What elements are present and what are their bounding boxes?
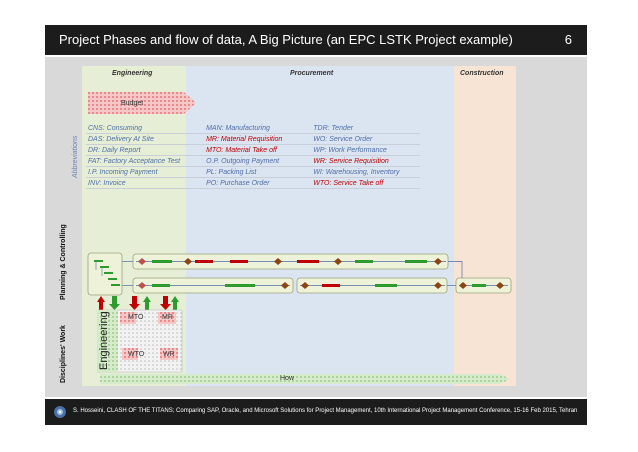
abbreviation-cell: TDR: Tender: [311, 123, 420, 134]
phase-label-engineering: Engineering: [112, 70, 153, 77]
footer: S. Hosseini, CLASH OF THE TITANS; Compar…: [45, 399, 587, 425]
logo-icon: [54, 406, 66, 418]
abbreviation-cell: WR: Service Requisition: [311, 155, 420, 167]
abbreviation-row: INV: Invoice PO: Purchase Order WTO: Servi…: [86, 177, 420, 189]
budget-arrow: [88, 92, 196, 114]
wr-label: WR: [163, 351, 175, 358]
title-bar: Project Phases and flow of data, A Big P…: [45, 25, 587, 55]
budget-label: Budget: [121, 100, 144, 107]
procurement-column: [186, 66, 454, 386]
abbreviation-cell: CNS: Consuming: [86, 123, 205, 134]
connector-lines: [122, 261, 463, 286]
abbreviation-cell: FAT: Factory Acceptance Test: [86, 155, 205, 167]
abbreviation-cell: MR: Material Requisition: [204, 133, 312, 145]
slide-title: Project Phases and flow of data, A Big P…: [59, 32, 513, 47]
abbreviation-row: DAS: Delivery At Site MR: Material Requis…: [86, 133, 420, 145]
abbreviation-cell: DR: Daily Report: [86, 144, 205, 156]
planning-chain-2: [132, 277, 294, 294]
abbreviation-cell: WO: Service Order: [311, 133, 420, 145]
engineering-block-label: Engineering: [98, 311, 110, 370]
mr-label: MR: [162, 314, 173, 321]
wto-label: WTO: [128, 351, 145, 358]
abbreviation-cell: O.P. Outgoing Payment: [204, 155, 312, 167]
abbreviation-cell: I.P. Incoming Payment: [86, 166, 205, 178]
construction-column: [454, 66, 516, 386]
how-label: How: [280, 375, 295, 382]
abbreviation-cell: MTO: Material Take off: [204, 144, 312, 156]
engineering-gantt-block: [87, 252, 123, 296]
how-arrow: [100, 374, 510, 384]
abbreviation-cell: DAS: Delivery At Site: [86, 133, 205, 145]
abbreviation-cell: WP: Work Performance: [311, 144, 420, 156]
abbreviation-row: I.P. Incoming Payment PL: Packing List WI:…: [86, 166, 420, 178]
abbreviation-cell: PL: Packing List: [204, 166, 312, 178]
phase-label-construction: Construction: [460, 70, 504, 77]
page-number: 6: [564, 32, 572, 47]
abbreviation-row: FAT: Factory Acceptance Test O.P. Outgoin…: [86, 155, 420, 167]
footer-citation: S. Hosseini, CLASH OF THE TITANS; Compar…: [73, 408, 578, 414]
discipline-arrows: [97, 296, 179, 310]
abbreviation-cell: INV: Invoice: [86, 177, 205, 189]
mto-label: MTO: [128, 314, 144, 321]
planning-chain-1: [132, 253, 449, 270]
phase-label-procurement: Procurement: [290, 70, 334, 77]
abbreviation-row: CNS: Consuming MAN: Manufacturing TDR: Ten…: [86, 123, 420, 134]
engineering-discipline-block: [97, 309, 183, 373]
abbreviation-row: DR: Daily Report MTO: Material Take off WP…: [86, 144, 420, 156]
abbreviation-cell: WI: Warehousing, Inventory: [311, 166, 420, 178]
planning-chain-3: [296, 277, 448, 294]
abbreviations-table: CNS: Consuming MAN: Manufacturing TDR: Ten…: [86, 123, 420, 189]
abbreviation-cell: PO: Purchase Order: [204, 177, 312, 189]
construction-chain: [455, 277, 512, 294]
abbreviation-cell: WTO: Service Take off: [311, 177, 420, 189]
abbreviation-cell: MAN: Manufacturing: [204, 123, 312, 134]
